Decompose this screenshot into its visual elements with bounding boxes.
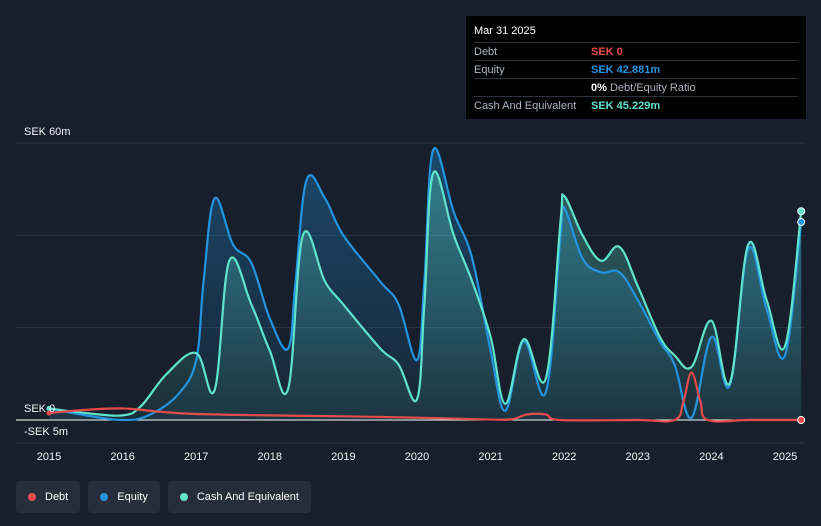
end-marker-equity[interactable]: [797, 218, 806, 227]
point-cash-and-equivalent: [46, 405, 52, 411]
ratio-value: 0%: [591, 82, 607, 94]
x-axis-ticks: 2015 2016 2017 2018 2019 2020 2021 2022 2023 2024…: [37, 451, 797, 463]
chart-legend: Debt Equity Cash And Equivalent: [16, 481, 311, 513]
x-tick-label: 2024: [699, 451, 723, 463]
x-tick-label: 2022: [552, 451, 576, 463]
tooltip-row-debt: Debt SEK 0: [474, 42, 798, 60]
tooltip-row-ratio: 0% Debt/Equity Ratio: [474, 78, 798, 96]
ratio-suffix: Debt/Equity Ratio: [609, 82, 696, 94]
x-tick-label: 2025: [773, 451, 797, 463]
end-marker-cash-and-equivalent[interactable]: [797, 207, 806, 216]
x-tick-label: 2019: [331, 451, 355, 463]
legend-dot-equity: [100, 493, 109, 501]
tooltip-value: SEK 42.881m: [591, 64, 661, 76]
legend-item-cash[interactable]: Cash And Equivalent: [167, 481, 311, 513]
legend-dot-cash: [179, 493, 188, 501]
y-top-label: SEK 60m: [24, 126, 70, 138]
y-bottom-label: -SEK 5m: [24, 426, 68, 438]
tooltip-date: Mar 31 2025: [474, 25, 536, 37]
x-tick-label: 2016: [110, 451, 134, 463]
tooltip-row-equity: Equity SEK 42.881m: [474, 60, 798, 78]
tooltip-label: Cash And Equivalent: [474, 100, 577, 112]
tooltip-label: [474, 80, 591, 96]
point-debt: [46, 410, 52, 416]
series-lines: [48, 147, 803, 423]
legend-item-equity[interactable]: Equity: [88, 481, 160, 513]
x-tick-label: 2018: [258, 451, 282, 463]
tooltip-panel: Mar 31 2025 Debt SEK 0 Equity SEK 42.881…: [466, 16, 806, 119]
tooltip-label: Debt: [474, 46, 498, 58]
end-markers: [46, 207, 806, 424]
x-tick-label: 2023: [626, 451, 650, 463]
legend-label: Equity: [117, 491, 148, 503]
line-equity: [48, 147, 803, 422]
y-zero-label: SEK 0: [24, 403, 55, 415]
tooltip-label: Equity: [474, 64, 505, 76]
x-tick-label: 2017: [184, 451, 208, 463]
end-marker-debt[interactable]: [797, 416, 806, 424]
tooltip-value: 0% Debt/Equity Ratio: [591, 80, 696, 96]
tooltip-row-cash: Cash And Equivalent SEK 45.229m: [474, 96, 798, 114]
tooltip-value: SEK 0: [591, 46, 623, 58]
line-debt: [48, 371, 802, 423]
x-tick-label: 2015: [37, 451, 61, 463]
x-tick-label: 2020: [405, 451, 429, 463]
legend-item-debt[interactable]: Debt: [16, 481, 81, 513]
line-cash-and-equivalent: [48, 170, 803, 417]
tooltip-value: SEK 45.229m: [591, 100, 661, 112]
legend-label: Cash And Equivalent: [196, 491, 299, 503]
legend-dot-debt: [28, 493, 36, 501]
x-tick-label: 2021: [478, 451, 502, 463]
legend-label: Debt: [45, 491, 69, 503]
